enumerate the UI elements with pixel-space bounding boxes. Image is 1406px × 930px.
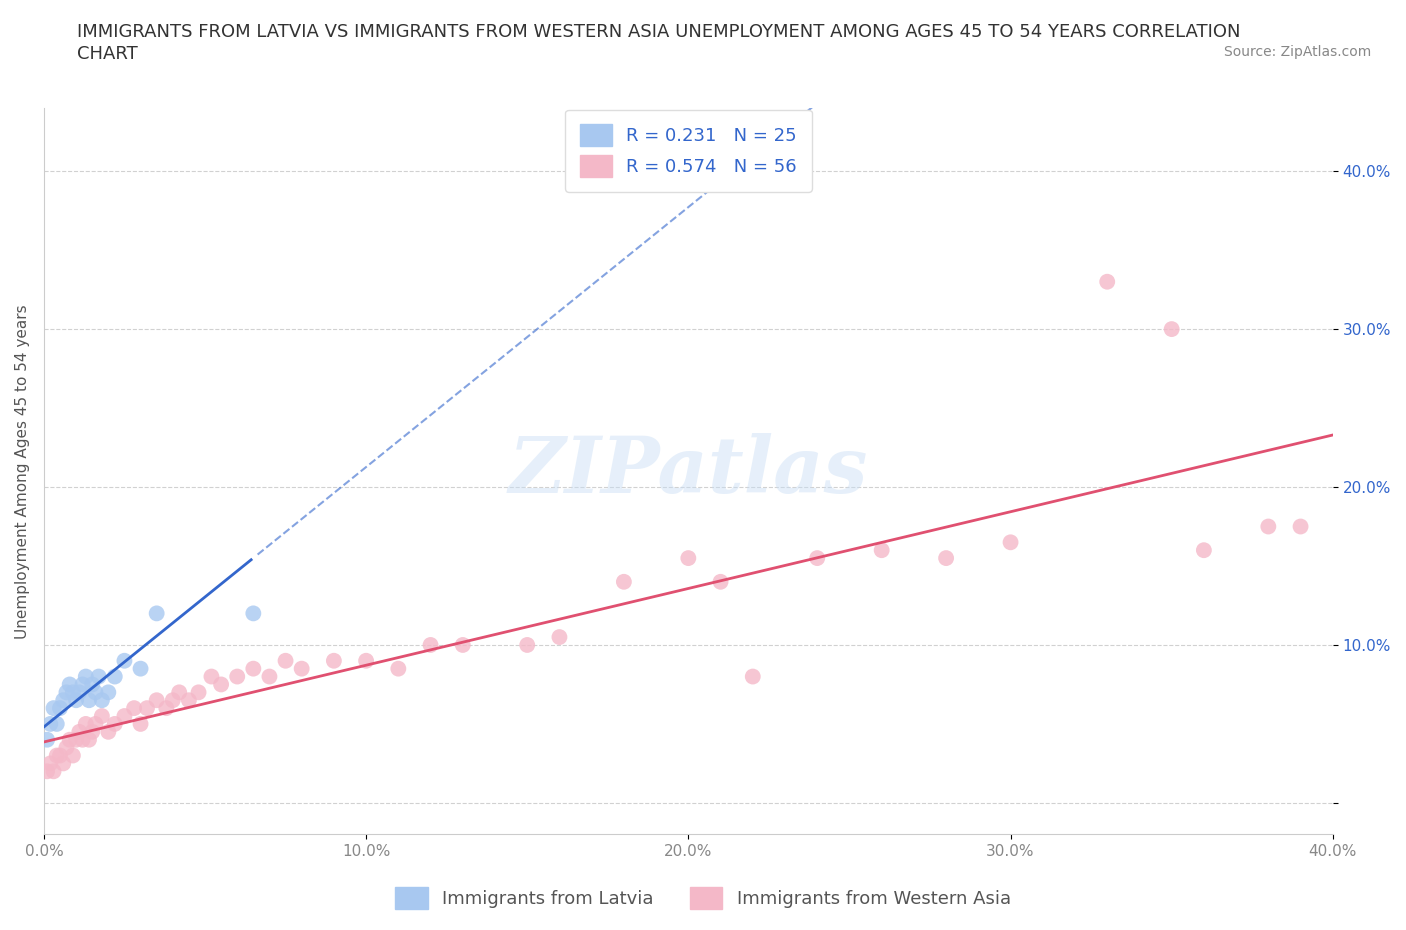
Point <box>1257 519 1279 534</box>
Point <box>45 748 67 763</box>
Point <box>97 684 120 699</box>
Point <box>77 693 100 708</box>
Point <box>84 684 107 699</box>
Point <box>1160 322 1182 337</box>
Point <box>259 669 281 684</box>
Point <box>52 693 75 708</box>
Point <box>709 575 731 590</box>
Point <box>75 716 97 731</box>
Text: IMMIGRANTS FROM LATVIA VS IMMIGRANTS FROM WESTERN ASIA UNEMPLOYMENT AMONG AGES 4: IMMIGRANTS FROM LATVIA VS IMMIGRANTS FRO… <box>77 23 1241 41</box>
Legend: Immigrants from Latvia, Immigrants from Western Asia: Immigrants from Latvia, Immigrants from … <box>388 880 1018 916</box>
Y-axis label: Unemployment Among Ages 45 to 54 years: Unemployment Among Ages 45 to 54 years <box>15 304 30 639</box>
Point <box>187 684 209 699</box>
Point <box>59 732 82 747</box>
Point <box>45 716 67 731</box>
Point <box>65 693 87 708</box>
Point <box>177 693 200 708</box>
Point <box>451 638 474 653</box>
Point <box>155 700 177 715</box>
Point <box>39 716 62 731</box>
Point <box>678 551 700 565</box>
Point <box>162 693 184 708</box>
Point <box>37 732 59 747</box>
Point <box>65 732 87 747</box>
Point <box>62 748 84 763</box>
Point <box>516 638 538 653</box>
Point <box>145 606 167 621</box>
Point <box>62 684 84 699</box>
Point <box>1289 519 1312 534</box>
Point <box>1095 274 1118 289</box>
Point <box>37 764 59 778</box>
Point <box>613 575 636 590</box>
Point <box>49 748 72 763</box>
Point <box>67 684 90 699</box>
Point <box>354 653 377 668</box>
Text: CHART: CHART <box>77 45 138 62</box>
Point <box>136 700 159 715</box>
Point <box>97 724 120 739</box>
Point <box>90 709 112 724</box>
Point <box>114 709 136 724</box>
Point <box>59 677 82 692</box>
Point <box>87 669 110 684</box>
Text: ZIPatlas: ZIPatlas <box>509 433 868 510</box>
Point <box>82 677 104 692</box>
Text: Source: ZipAtlas.com: Source: ZipAtlas.com <box>1223 45 1371 59</box>
Point <box>55 684 77 699</box>
Point <box>67 724 90 739</box>
Point <box>129 716 152 731</box>
Point <box>72 677 94 692</box>
Point <box>291 661 314 676</box>
Point <box>42 764 65 778</box>
Point <box>935 551 957 565</box>
Point <box>55 740 77 755</box>
Point <box>1192 543 1215 558</box>
Point <box>274 653 297 668</box>
Point <box>1000 535 1022 550</box>
Point <box>129 661 152 676</box>
Point <box>90 693 112 708</box>
Point <box>242 606 264 621</box>
Point <box>741 132 763 147</box>
Point <box>49 700 72 715</box>
Point <box>870 543 893 558</box>
Point <box>42 700 65 715</box>
Point <box>52 756 75 771</box>
Point <box>75 669 97 684</box>
Point <box>209 677 232 692</box>
Point <box>145 693 167 708</box>
Point <box>548 630 571 644</box>
Point <box>167 684 190 699</box>
Point <box>104 716 127 731</box>
Point <box>806 551 828 565</box>
Point <box>322 653 344 668</box>
Point <box>122 700 145 715</box>
Point <box>200 669 222 684</box>
Point <box>77 732 100 747</box>
Point <box>72 732 94 747</box>
Point <box>84 716 107 731</box>
Point <box>104 669 127 684</box>
Point <box>419 638 441 653</box>
Point <box>226 669 249 684</box>
Point <box>114 653 136 668</box>
Point <box>39 756 62 771</box>
Point <box>741 669 763 684</box>
Legend: R = 0.231   N = 25, R = 0.574   N = 56: R = 0.231 N = 25, R = 0.574 N = 56 <box>565 110 811 192</box>
Point <box>242 661 264 676</box>
Point <box>82 724 104 739</box>
Point <box>387 661 409 676</box>
